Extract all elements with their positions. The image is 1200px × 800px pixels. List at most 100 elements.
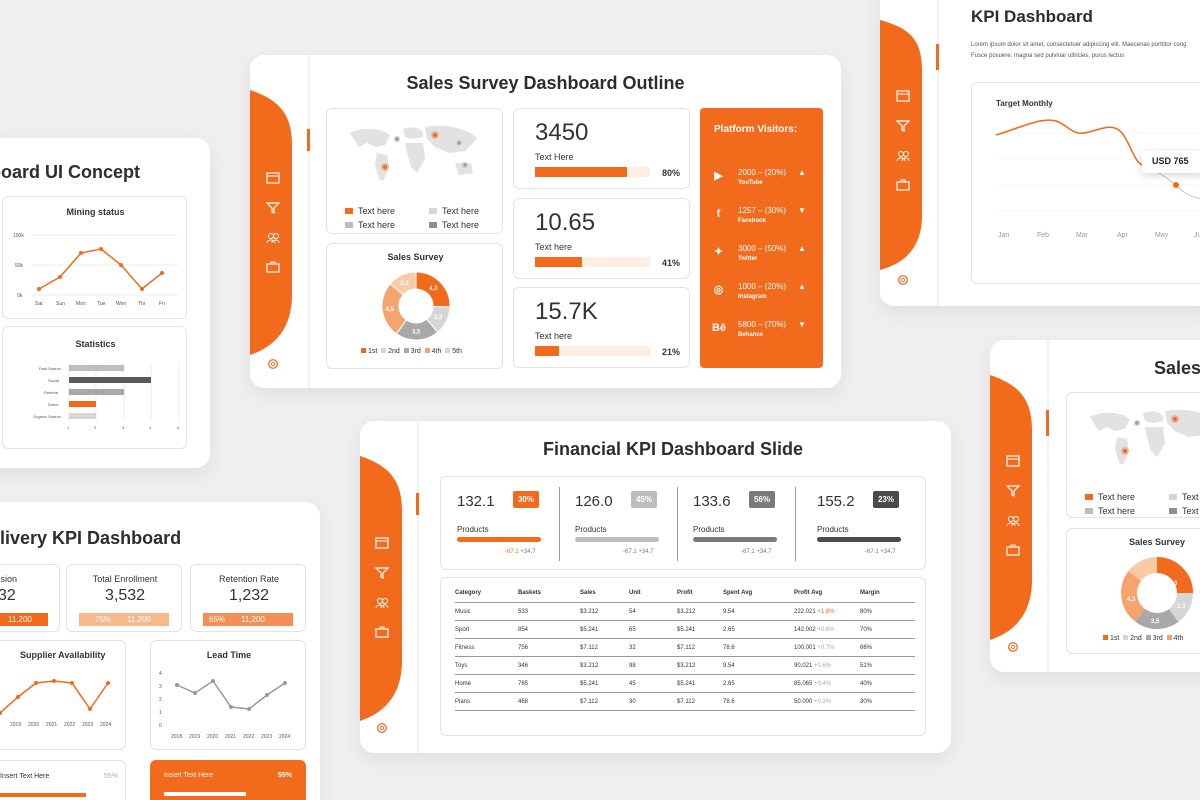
legend-label: Text bbox=[1182, 506, 1199, 516]
slide-financial-kpi: Financial KPI Dashboard Slide 132.1 30% … bbox=[360, 421, 951, 753]
table-row[interactable]: Sport 854 $5.241 65 $5.241 2.65 142.002 +0.6% 7… bbox=[455, 620, 915, 639]
kpi-label: Text Here bbox=[535, 152, 574, 162]
filter-icon[interactable] bbox=[375, 567, 389, 579]
briefcase-icon[interactable] bbox=[896, 179, 910, 191]
briefcase-icon[interactable] bbox=[266, 261, 280, 273]
platform-name: Facebook bbox=[738, 218, 767, 224]
table-row[interactable]: Toys 346 $3.212 98 $3.212 9.54 90.021 +0.6% 51% bbox=[455, 656, 915, 675]
settings-icon[interactable] bbox=[266, 358, 280, 370]
financial-kpi-strip: 132.1 30% Products -67.1 +34.7 126.0 45%… bbox=[440, 476, 926, 570]
briefcase-icon[interactable] bbox=[375, 626, 389, 638]
calendar-icon[interactable] bbox=[375, 537, 389, 549]
filter-icon[interactable] bbox=[1006, 485, 1020, 497]
settings-icon[interactable] bbox=[896, 274, 910, 286]
card-progress-value: 11,200 bbox=[8, 615, 32, 624]
column-header[interactable]: Category bbox=[455, 582, 518, 603]
table-cell: 9.54 bbox=[723, 602, 794, 621]
profit-avg-change: +0.4% bbox=[814, 681, 832, 687]
calendar-icon[interactable] bbox=[266, 172, 280, 184]
table-cell: $5.241 bbox=[580, 620, 629, 639]
table-cell: 222.021 +1.8% bbox=[794, 602, 860, 621]
slide-ui-concept: board UI Concept Mining status 100k 50k … bbox=[0, 138, 210, 468]
table-cell: 70% bbox=[860, 620, 915, 639]
profit-avg-change: +0.6% bbox=[817, 627, 835, 633]
platform-name: Behance bbox=[738, 332, 764, 338]
card-progress bbox=[79, 613, 169, 626]
table-row[interactable]: Plans 468 $7.112 30 $7.112 78.6 50.000 +0.3% 30… bbox=[455, 692, 915, 711]
lead-time-line-chart: 3 2 1 0 4 2018 2019 2020 2021 2022 2023 … bbox=[159, 671, 290, 740]
legend-swatch bbox=[1145, 635, 1151, 640]
column-header[interactable]: Baskets bbox=[518, 582, 580, 603]
platform-name: YouTube bbox=[738, 180, 763, 186]
users-icon[interactable] bbox=[375, 597, 389, 609]
users-icon[interactable] bbox=[1006, 515, 1020, 527]
financial-kpi: 126.0 45% Products -67.1 +34.7 bbox=[559, 477, 677, 571]
table-cell: 78.6 bbox=[723, 638, 794, 657]
table-row[interactable]: Fitness 756 $7.112 32 $7.112 78.6 100.001 +0.7… bbox=[455, 638, 915, 657]
donut-title: Sales Survey bbox=[387, 252, 444, 262]
table-cell: 100.001 +0.7% bbox=[794, 638, 860, 657]
x-tick: Tue bbox=[97, 301, 106, 307]
slide-kpi-dashboard: KPI Dashboard Lorem ipsum dolor sit amet… bbox=[880, 0, 1200, 306]
donut-card: Sales Survey 4,3 2,3 3,5 4,3 1st 2nd 3rd… bbox=[1066, 528, 1200, 654]
table-cell: 2.65 bbox=[723, 620, 794, 639]
users-icon[interactable] bbox=[896, 150, 910, 162]
kpi-divider bbox=[677, 487, 678, 561]
filter-icon[interactable] bbox=[896, 120, 910, 132]
x-tick: 2024 bbox=[279, 734, 290, 740]
slice-label: 3,5 bbox=[412, 329, 421, 335]
settings-icon[interactable] bbox=[1006, 641, 1020, 653]
kpi-progress-fill bbox=[535, 346, 560, 356]
table-cell: 756 bbox=[518, 638, 580, 657]
table-cell: 40% bbox=[860, 674, 915, 693]
column-header[interactable]: Unit bbox=[629, 582, 677, 603]
table-cell: 30% bbox=[860, 692, 915, 711]
mining-line-chart: 100k 50k 0k Sat Sun Mon Tue Wen Thr Fri bbox=[13, 233, 178, 307]
filter-icon[interactable] bbox=[266, 202, 280, 214]
financial-table-card: Category Baskets Sales Unit Profit Spent… bbox=[440, 577, 926, 736]
kpi-value: 126.0 bbox=[575, 493, 613, 510]
x-tick: 3 bbox=[122, 425, 125, 430]
table-row[interactable]: Home 765 $5.241 45 $5.241 2.65 85.065 +0.4% 40% bbox=[455, 674, 915, 693]
kpi-badge: 30% bbox=[513, 491, 539, 508]
table-cell: $3.212 bbox=[580, 656, 629, 675]
calendar-icon[interactable] bbox=[1006, 455, 1020, 467]
chart-title: Mining status bbox=[66, 207, 125, 217]
side-indicator bbox=[936, 44, 939, 70]
legend-swatch bbox=[1085, 494, 1093, 500]
delta-up: +34.7 bbox=[638, 549, 654, 555]
bar-label: Social bbox=[48, 378, 59, 383]
trend-arrow: ▼ bbox=[798, 320, 806, 329]
settings-icon[interactable] bbox=[375, 722, 389, 734]
legend-label: Text here bbox=[1098, 506, 1136, 516]
target-monthly-card: Target Monthly Jan Feb Mar Apr May Ju US… bbox=[971, 82, 1200, 284]
table-header-row: Category Baskets Sales Unit Profit Spent… bbox=[455, 582, 915, 603]
slice-label: 2,3 bbox=[1177, 604, 1186, 610]
orange-side-wave bbox=[250, 55, 310, 388]
supplier-card: Supplier Availability 2019 2020 2021 202… bbox=[0, 640, 126, 750]
delta-down: -67.1 bbox=[623, 549, 637, 555]
column-header[interactable]: Margin bbox=[860, 582, 915, 603]
calendar-icon[interactable] bbox=[896, 90, 910, 102]
x-tick: 2023 bbox=[261, 734, 272, 740]
table-cell: $3.212 bbox=[677, 656, 723, 675]
users-icon[interactable] bbox=[266, 232, 280, 244]
legend-label: 4th bbox=[431, 348, 442, 355]
legend-item: Text here bbox=[1085, 501, 1135, 519]
x-tick: Wen bbox=[116, 301, 126, 307]
map-card: Text here Text here Text here Text here bbox=[326, 108, 503, 234]
column-header[interactable]: Sales bbox=[580, 582, 629, 603]
table-row[interactable]: Music 533 $3.212 54 $3.212 9.54 222.021 +1.8% 8… bbox=[455, 602, 915, 621]
column-header[interactable]: Profit bbox=[677, 582, 723, 603]
kpi-label: Text here bbox=[535, 331, 573, 341]
profit-avg-change: +0.6% bbox=[814, 663, 832, 669]
column-header[interactable]: Profit Avg bbox=[794, 582, 860, 603]
briefcase-icon[interactable] bbox=[1006, 544, 1020, 556]
slide-delivery-kpi: elivery KPI Dashboard ssion 32 11,200 To… bbox=[0, 502, 320, 800]
financial-table: Category Baskets Sales Unit Profit Spent… bbox=[455, 582, 915, 711]
supplier-line-chart: 2019 2020 2021 2022 2023 2024 bbox=[0, 679, 111, 728]
column-header[interactable]: Spent Avg bbox=[723, 582, 794, 603]
y-tick: 2 bbox=[159, 697, 162, 703]
insert-text: Insert Text Here bbox=[0, 773, 50, 780]
card-progress bbox=[203, 613, 293, 626]
